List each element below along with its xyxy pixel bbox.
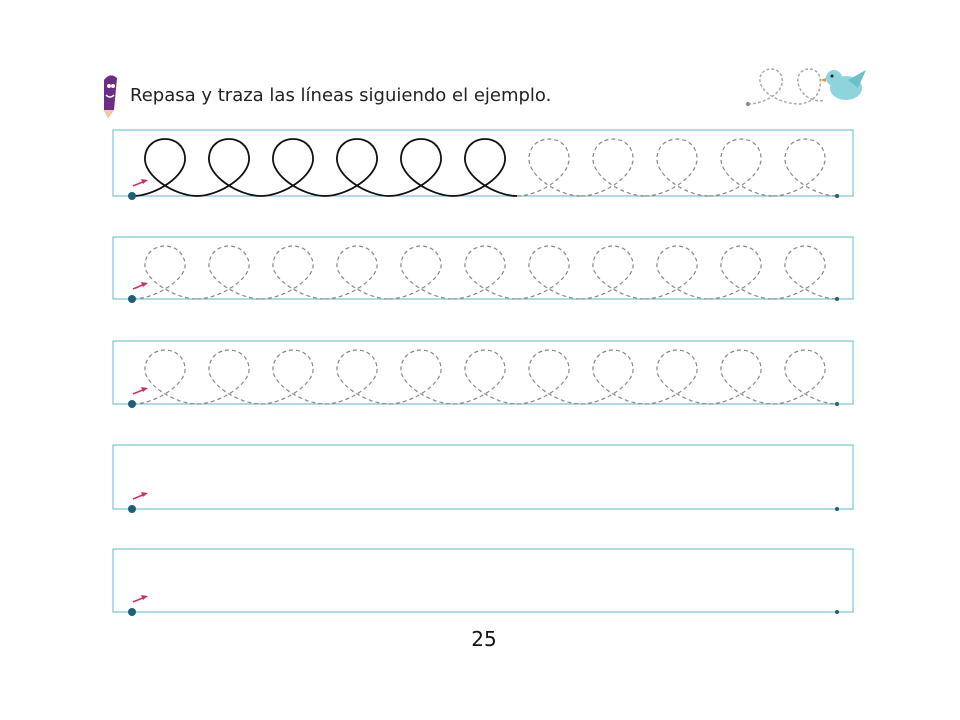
traced-loop xyxy=(196,138,262,197)
dashed-loop xyxy=(260,245,326,300)
dashed-loop xyxy=(772,138,838,197)
dashed-loop xyxy=(708,349,774,405)
dashed-loop xyxy=(516,349,582,405)
dashed-loop xyxy=(516,138,582,197)
writing-row xyxy=(112,236,854,300)
dashed-loop xyxy=(708,138,774,197)
end-dot xyxy=(835,610,839,614)
dashed-loop xyxy=(324,349,390,405)
writing-row xyxy=(112,444,854,510)
start-dot xyxy=(128,192,136,200)
dashed-loop xyxy=(196,349,262,405)
start-arrow-head xyxy=(141,492,148,497)
start-arrow-head xyxy=(141,282,148,287)
dashed-loop xyxy=(388,245,454,300)
dashed-loop xyxy=(580,349,646,405)
start-dot xyxy=(128,505,136,513)
traced-loop xyxy=(260,138,326,197)
pencil-icon xyxy=(104,75,117,118)
end-dot xyxy=(835,507,839,511)
dashed-loop xyxy=(260,349,326,405)
example-icon xyxy=(746,68,866,106)
traced-loop xyxy=(132,138,198,197)
traced-loop xyxy=(324,138,390,197)
dashed-loop xyxy=(772,349,838,405)
dashed-loop xyxy=(196,245,262,300)
end-dot xyxy=(835,297,839,301)
start-dot xyxy=(128,608,136,616)
dashed-loop xyxy=(388,349,454,405)
start-dot xyxy=(128,400,136,408)
writing-row xyxy=(112,340,854,405)
dashed-loop xyxy=(452,245,518,300)
dashed-loop xyxy=(452,349,518,405)
dashed-loop xyxy=(772,245,838,300)
traced-loop xyxy=(452,138,518,197)
start-arrow-head xyxy=(141,179,148,184)
dashed-loop xyxy=(580,245,646,300)
dashed-loop xyxy=(324,245,390,300)
traced-loop xyxy=(388,138,454,197)
dashed-loop xyxy=(132,349,198,405)
page-number: 25 xyxy=(471,627,496,651)
dashed-loop xyxy=(644,349,710,405)
start-arrow-head xyxy=(141,387,148,392)
instruction: Repasa y traza las líneas siguiendo el e… xyxy=(130,85,551,106)
dashed-loop xyxy=(644,138,710,197)
dashed-loop xyxy=(644,245,710,300)
end-dot xyxy=(835,194,839,198)
end-dot xyxy=(835,402,839,406)
start-arrow-head xyxy=(141,595,148,600)
writing-row xyxy=(112,548,854,613)
start-dot xyxy=(128,295,136,303)
dashed-loop xyxy=(516,245,582,300)
dashed-loop xyxy=(708,245,774,300)
writing-row xyxy=(112,129,854,197)
dashed-loop xyxy=(580,138,646,197)
dashed-loop xyxy=(132,245,198,300)
